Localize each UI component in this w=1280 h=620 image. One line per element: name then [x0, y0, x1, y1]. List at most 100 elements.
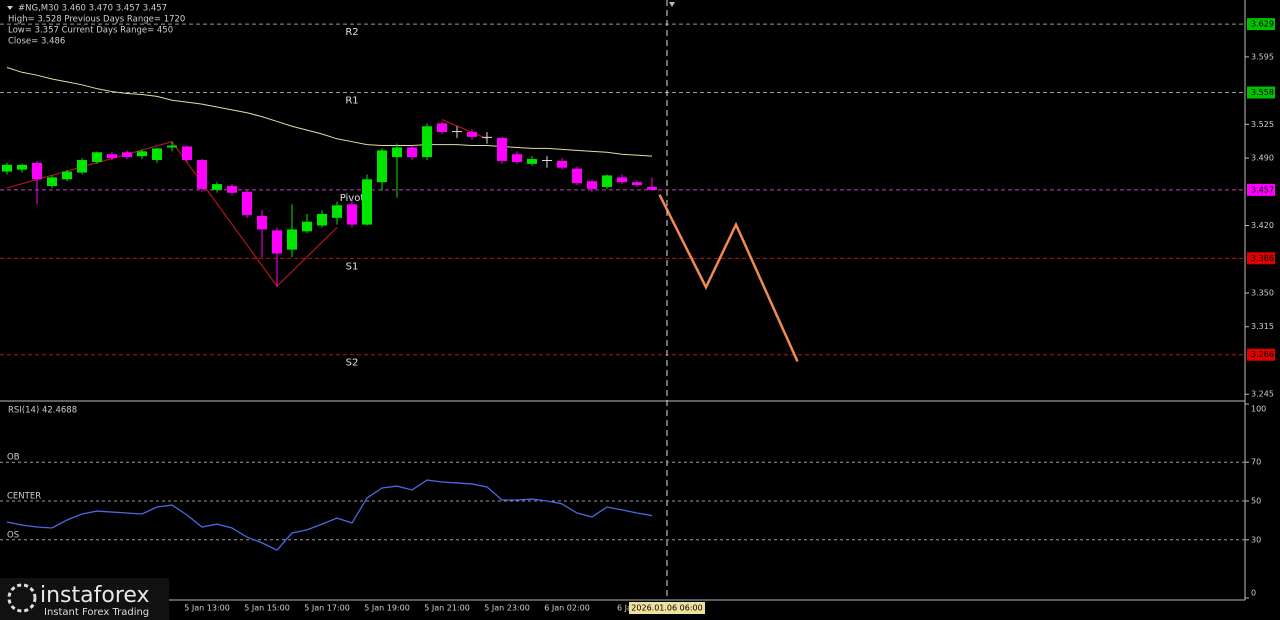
y-tick-label: 3.350: [1251, 289, 1274, 298]
candle-body: [437, 123, 447, 133]
candle-body: [257, 215, 267, 230]
rsi-level-label: OS: [7, 530, 19, 540]
candle-body: [227, 186, 237, 193]
candle-body: [332, 205, 342, 218]
x-tick-label: 6 Jan: [617, 604, 637, 613]
shift-marker: [669, 2, 675, 7]
cursor-label: 2026.01.06 06:00: [631, 604, 702, 613]
forecast-line: [658, 194, 799, 362]
x-tick-label: 6 Jan 02:00: [544, 604, 590, 613]
y-tick-label: 3.595: [1251, 52, 1274, 61]
zigzag-line: [441, 118, 488, 140]
candle-body: [512, 154, 522, 162]
moving-average: [6, 66, 653, 157]
candle-body: [242, 191, 252, 215]
candle-body: [617, 177, 627, 183]
pivot-level-name: S1: [346, 261, 359, 272]
pivot-level-name: R1: [345, 96, 358, 107]
pivot-level-value: 3.558: [1251, 88, 1274, 97]
logo-name: instaforex: [40, 583, 150, 608]
y-tick-label: 50: [1251, 497, 1261, 506]
candle-body: [467, 132, 477, 137]
header-text: High= 3.528 Previous Days Range= 1720: [8, 15, 185, 25]
x-tick-label: 5 Jan 21:00: [424, 604, 470, 613]
y-tick-label: 30: [1251, 535, 1261, 544]
candle-body: [32, 162, 42, 180]
candle-body: [62, 171, 72, 180]
candle-body: [377, 150, 387, 183]
rsi-level-label: OB: [7, 453, 20, 463]
pivot-level-name: R2: [345, 27, 358, 38]
candle-body: [602, 175, 612, 187]
y-tick-label: 0: [1251, 589, 1256, 598]
pivot-level-name: S2: [346, 358, 359, 369]
y-tick-label: 3.420: [1251, 221, 1274, 230]
candle-body: [47, 177, 57, 187]
logo: instaforex Instant Forex Trading: [0, 578, 169, 620]
logo-icon: [7, 583, 37, 613]
candle-body: [482, 136, 492, 138]
header-text: Low= 3.357 Current Days Range= 450: [8, 26, 173, 36]
header-text: #NG,M30 3.460 3.470 3.457 3.457: [18, 4, 167, 14]
x-tick-label: 5 Jan 15:00: [244, 604, 290, 613]
candle-body: [107, 154, 117, 159]
logo-tagline: Instant Forex Trading: [44, 607, 149, 618]
candle-body: [572, 168, 582, 184]
candle-body: [182, 146, 192, 160]
y-tick-label: 100: [1251, 405, 1266, 414]
y-tick-label: 3.315: [1251, 322, 1274, 331]
pivot-level-value: 3.457: [1251, 185, 1274, 194]
candle-body: [17, 164, 27, 170]
pivot-level-value: 3.629: [1251, 20, 1274, 29]
rsi-level-label: CENTER: [7, 492, 41, 502]
pivot-level-box: [1247, 18, 1275, 31]
y-tick-label: 3.490: [1251, 154, 1274, 163]
candle-body: [497, 137, 507, 161]
rsi-title: RSI(14) 42.4688: [8, 406, 77, 416]
y-tick-label: 70: [1251, 458, 1261, 467]
candle-body: [167, 145, 177, 148]
pivot-level-box: [1247, 183, 1275, 196]
candle-body: [632, 182, 642, 186]
candle-body: [77, 160, 87, 173]
candle-body: [287, 229, 297, 250]
x-tick-label: 5 Jan 17:00: [304, 604, 350, 613]
pivot-level-value: 3.286: [1251, 350, 1274, 359]
x-tick-label: 5 Jan 23:00: [484, 604, 530, 613]
pivot-level-box: [1247, 86, 1275, 99]
candle-body: [137, 151, 147, 157]
candle-body: [2, 164, 12, 172]
candle-body: [122, 152, 132, 158]
header-text: Close= 3.486: [8, 37, 65, 47]
pivot-level-box: [1247, 348, 1275, 361]
candle-body: [212, 184, 222, 190]
candle-body: [302, 221, 312, 232]
candle-body: [362, 179, 372, 225]
x-tick-label: 5 Jan 19:00: [364, 604, 410, 613]
candle-body: [452, 131, 462, 133]
candle-body: [557, 160, 567, 168]
rsi-line: [6, 479, 653, 551]
candle-body: [272, 230, 282, 254]
pivot-level-box: [1247, 252, 1275, 265]
candle-body: [527, 159, 537, 164]
header-arrow: [7, 6, 13, 10]
candle-body: [317, 213, 327, 226]
y-tick-label: 3.245: [1251, 390, 1274, 399]
pivot-level-name: Pivot: [340, 193, 365, 204]
candle-body: [197, 160, 207, 189]
candle-body: [92, 152, 102, 162]
candle-body: [542, 160, 552, 161]
candle-body: [392, 147, 402, 158]
candle-body: [347, 204, 357, 225]
candle-body: [407, 147, 417, 158]
candle-body: [647, 186, 657, 190]
x-tick-label: 5 Jan 13:00: [184, 604, 230, 613]
pivot-level-value: 3.386: [1251, 254, 1274, 263]
candle-body: [152, 148, 162, 160]
candle-body: [422, 126, 432, 158]
y-tick-label: 3.525: [1251, 120, 1274, 129]
zigzag-line: [6, 140, 338, 288]
